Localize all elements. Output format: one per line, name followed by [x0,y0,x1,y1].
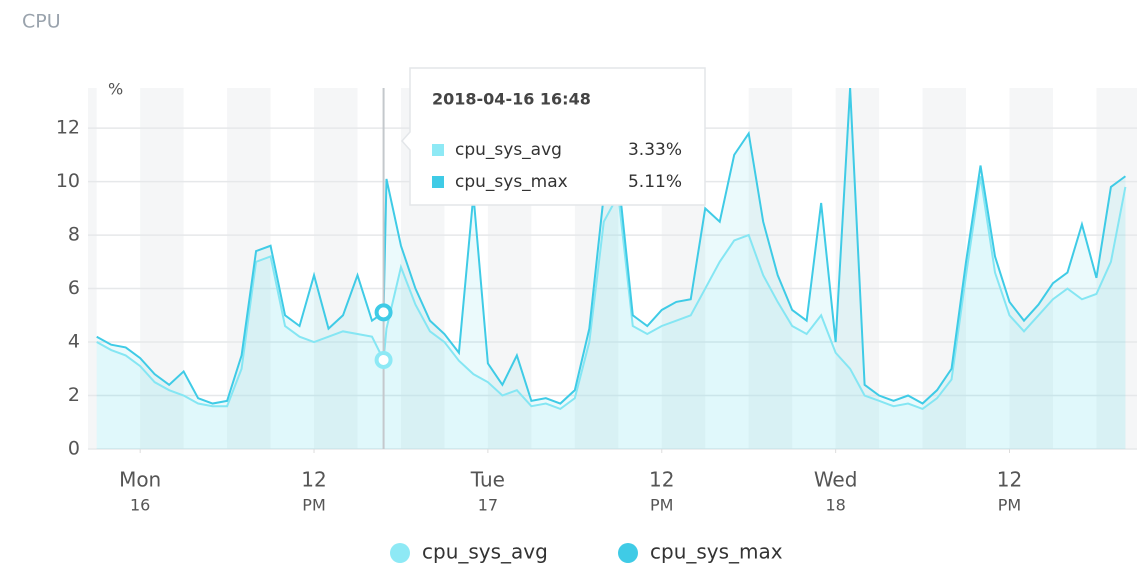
legend-marker [618,543,638,563]
x-tick-sublabel: PM [302,496,325,515]
y-tick-label: 2 [68,384,80,406]
legend-marker [390,543,410,563]
series-line [96,176,1127,411]
tooltip: 2018-04-16 16:48 cpu_sys_avg 3.33% cpu_sys_… [400,67,706,206]
y-axis-label: % [108,80,123,99]
background-stripe [1009,88,1053,449]
x-tick-sublabel: 18 [825,496,845,515]
y-tick-label: 4 [68,331,80,353]
background-stripe [88,88,97,449]
legend-label: cpu_sys_max [650,540,783,564]
area-fill [96,88,1126,449]
y-tick-label: 0 [68,438,80,460]
x-tick-label: Tue [470,468,505,492]
tooltip-swatch [432,176,444,188]
x-tick-label: 12 [997,468,1022,492]
background-stripe [140,88,184,449]
y-tick-label: 6 [68,277,80,299]
x-tick-label: Wed [814,468,858,492]
y-tick-label: 10 [56,170,80,192]
tooltip-name: cpu_sys_max [455,172,568,192]
area-fill [96,176,1126,449]
hover-marker [374,303,393,322]
y-tick-label: 8 [68,224,80,246]
x-tick-sublabel: 16 [130,496,150,515]
x-tick-label: Mon [119,468,161,492]
chart-title: CPU [22,11,61,33]
background-stripe [314,88,358,449]
tooltip-value: 3.33% [628,140,682,160]
background-stripe [748,88,793,449]
background-stripe [1096,88,1137,449]
x-tick-sublabel: PM [650,496,673,515]
y-tick-label: 12 [56,117,80,139]
x-tick-label: 12 [301,468,326,492]
tooltip-title: 2018-04-16 16:48 [432,90,591,109]
tooltip-swatch [432,144,444,156]
x-tick-sublabel: PM [998,496,1021,515]
background-stripe [835,88,880,449]
tooltip-name: cpu_sys_avg [455,140,562,160]
x-tick-label: 12 [649,468,674,492]
tooltip-box [400,67,706,206]
hover-marker [374,350,393,369]
legend-label: cpu_sys_avg [422,540,548,564]
x-tick-sublabel: 17 [478,496,498,515]
tooltip-value: 5.11% [628,172,682,192]
